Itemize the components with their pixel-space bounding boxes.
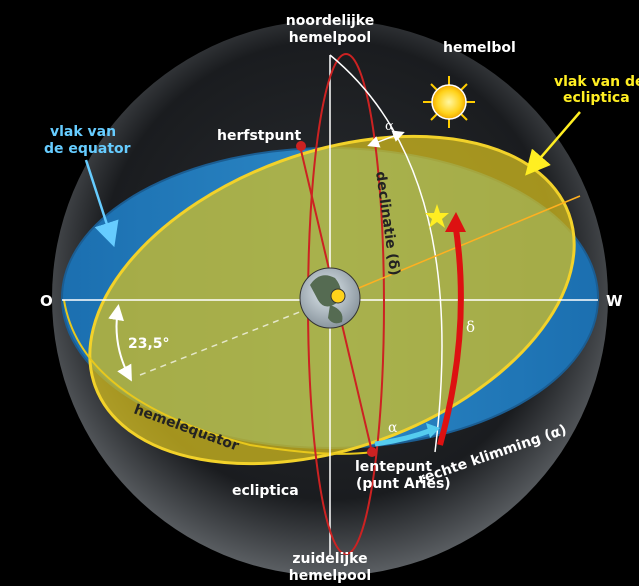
- ecliptic-label: ecliptica: [232, 483, 299, 499]
- south-pole-label-line2: hemelpool: [289, 568, 371, 584]
- dashed-line: [139, 299, 331, 376]
- celestial-sphere-label: hemelbol: [443, 40, 516, 56]
- ecliptic-axis-line: [329, 195, 581, 301]
- spring-point-marker: [367, 447, 377, 457]
- east-label: O: [40, 292, 53, 310]
- right-ascension-arrow: [374, 427, 433, 447]
- equator-pointer: [84, 159, 119, 248]
- alpha-bottom-label: α: [388, 420, 398, 436]
- ecliptic-plane-label-line2: ecliptica: [563, 90, 630, 106]
- autumn-point-marker: [296, 141, 306, 151]
- celestial-equator-band: [63, 299, 373, 455]
- tilt-angle-label: 23,5°: [128, 336, 170, 352]
- declination-arrow: [437, 221, 464, 446]
- hour-circle: [329, 54, 443, 453]
- ecliptic-pointer: [525, 111, 581, 176]
- alpha-top-arrow: [367, 130, 405, 148]
- declination-arrow-head: [445, 212, 466, 232]
- delta-label: δ: [466, 318, 475, 336]
- ecliptic-plane-label-line1: vlak van de: [554, 74, 639, 90]
- equator-plane-label-line1: vlak van: [50, 124, 116, 140]
- autumn-point-label: herfstpunt: [217, 128, 301, 144]
- south-pole-label-line1: zuidelijke: [292, 551, 367, 567]
- spring-point-label-line2: (punt Aries): [356, 476, 451, 492]
- spring-point-label-line1: lentepunt: [355, 459, 432, 475]
- north-pole-label-line1: noordelijke: [286, 13, 374, 29]
- north-pole-label-line2: hemelpool: [289, 30, 371, 46]
- equator-plane-label-line2: de equator: [44, 141, 131, 157]
- earth-globe-icon: [299, 267, 361, 329]
- tilt-angle-arc: [108, 304, 132, 382]
- sun-icon: [423, 76, 475, 128]
- alpha-top-label: α: [385, 119, 394, 134]
- west-label: W: [606, 292, 623, 310]
- right-ascension-arrow-head: [426, 423, 440, 438]
- star-icon: [425, 204, 449, 228]
